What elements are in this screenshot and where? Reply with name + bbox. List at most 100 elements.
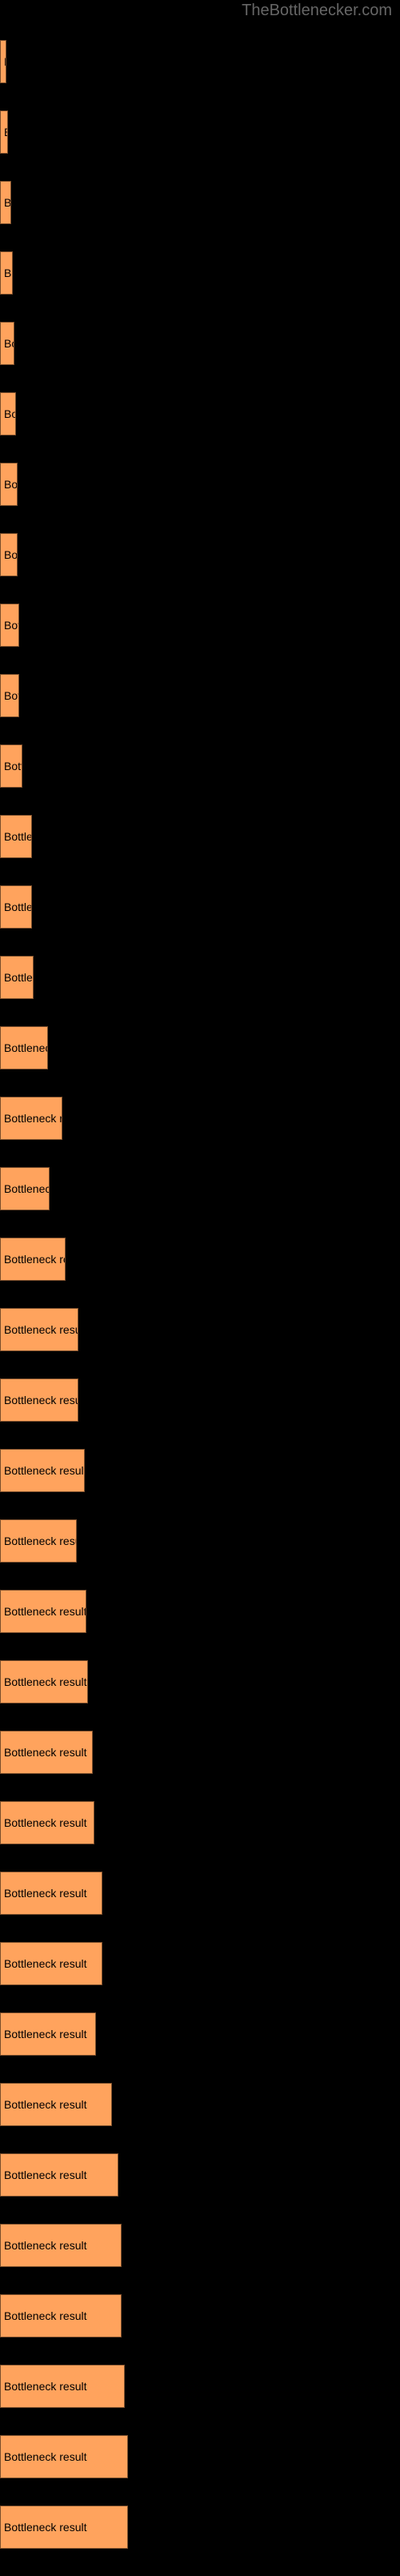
bar: Bottleneck result [0,1801,94,1844]
bar-label: Bottleneck result [4,2169,87,2181]
bar: Bottleneck result [0,744,22,788]
bar-label: Bottleneck result [4,1675,87,1688]
bar-row: Bottleneck result [0,181,400,224]
bar-row: Bottleneck result [0,2224,400,2267]
bar-label: Bottleneck result [4,830,32,843]
bar-row: Bottleneck result [0,2012,400,2056]
bar-label: Bottleneck result [4,2098,87,2111]
bar: Bottleneck result [0,1167,50,1210]
bar-row: Bottleneck result [0,956,400,999]
bar: Bottleneck result [0,1238,66,1281]
bar-label: Bottleneck result [4,2309,87,2322]
bar-label: Bottleneck result [4,126,8,138]
bar-row: Bottleneck result [0,392,400,435]
bar-row: Bottleneck result [0,2153,400,2197]
bar: Bottleneck result [0,1308,78,1351]
bar-chart: Bottleneck result Bottleneck result Bottle… [0,40,400,2576]
bar-row: Bottleneck result [0,463,400,506]
bar-row: Bottleneck result [0,1238,400,1281]
bar-label: Bottleneck result [4,2028,87,2040]
bar: Bottleneck result [0,2224,122,2267]
bar-label: Bottleneck result [4,901,32,913]
bar: Bottleneck result [0,1731,93,1774]
bar: Bottleneck result [0,2365,125,2408]
bar-row: Bottleneck result [0,1167,400,1210]
bar: Bottleneck result [0,2294,122,2337]
bar-row: Bottleneck result [0,1660,400,1703]
bar: Bottleneck result [0,1026,48,1069]
bar: Bottleneck result [0,1449,85,1492]
bar-label: Bottleneck result [4,2239,87,2252]
bar-row: Bottleneck result [0,674,400,717]
bar-label: Bottleneck result [4,1041,48,1054]
bar-label: Bottleneck result [4,1323,78,1336]
bar: Bottleneck result [0,40,6,83]
bar: Bottleneck result [0,604,19,647]
bar: Bottleneck result [0,2435,128,2478]
bar-label: Bottleneck result [4,196,11,209]
bar-label: Bottleneck result [4,1182,50,1195]
bar-row: Bottleneck result [0,251,400,295]
bar-label: Bottleneck result [4,1746,87,1759]
bar-label: Bottleneck result [4,1394,78,1406]
bar-row: Bottleneck result [0,1097,400,1140]
bar: Bottleneck result [0,1519,77,1563]
bar-row: Bottleneck result [0,1519,400,1563]
bar-label: Bottleneck result [4,337,14,350]
bar-row: Bottleneck result [0,1449,400,1492]
bar: Bottleneck result [0,1097,62,1140]
bar-label: Bottleneck result [4,2450,87,2463]
bar-row: Bottleneck result [0,815,400,858]
bar-row: Bottleneck result [0,1308,400,1351]
bar-row: Bottleneck result [0,2083,400,2126]
bar-row: Bottleneck result [0,1942,400,1985]
bar: Bottleneck result [0,2153,118,2197]
bar-label: Bottleneck result [4,1605,86,1618]
bar: Bottleneck result [0,392,16,435]
bar-row: Bottleneck result [0,1590,400,1633]
bar: Bottleneck result [0,1590,86,1633]
bar: Bottleneck result [0,110,8,154]
bar: Bottleneck result [0,463,18,506]
bar-row: Bottleneck result [0,604,400,647]
bar-label: Bottleneck result [4,267,13,279]
bar-label: Bottleneck result [4,2380,87,2393]
bar: Bottleneck result [0,815,32,858]
bar-label: Bottleneck result [4,971,34,984]
bar: Bottleneck result [0,181,11,224]
bar: Bottleneck result [0,885,32,929]
bar-row: Bottleneck result [0,110,400,154]
bar-row: Bottleneck result [0,1801,400,1844]
bar-label: Bottleneck result [4,2521,87,2534]
bar-label: Bottleneck result [4,478,18,491]
bar-label: Bottleneck result [4,1464,85,1477]
bar-label: Bottleneck result [4,760,22,772]
bar-label: Bottleneck result [4,689,19,702]
bar-label: Bottleneck result [4,1535,77,1547]
bar-row: Bottleneck result [0,2294,400,2337]
bar: Bottleneck result [0,533,18,576]
bar: Bottleneck result [0,2083,112,2126]
bar-row: Bottleneck result [0,2435,400,2478]
bar-row: Bottleneck result [0,533,400,576]
bar: Bottleneck result [0,1942,102,1985]
bar: Bottleneck result [0,1378,78,1422]
bar-label: Bottleneck result [4,1957,87,1970]
watermark-text: TheBottlenecker.com [242,2,392,20]
bar: Bottleneck result [0,2506,128,2549]
bar-label: Bottleneck result [4,548,18,561]
bar: Bottleneck result [0,1872,102,1915]
bar-label: Bottleneck result [4,55,6,68]
bar: Bottleneck result [0,251,13,295]
bar: Bottleneck result [0,322,14,365]
bar-row: Bottleneck result [0,885,400,929]
bar-row: Bottleneck result [0,322,400,365]
bar-row: Bottleneck result [0,2365,400,2408]
bar-row: Bottleneck result [0,40,400,83]
bar-label: Bottleneck result [4,1887,87,1900]
bar-row: Bottleneck result [0,2506,400,2549]
bar: Bottleneck result [0,1660,88,1703]
bar: Bottleneck result [0,674,19,717]
bar-row: Bottleneck result [0,744,400,788]
bar: Bottleneck result [0,956,34,999]
